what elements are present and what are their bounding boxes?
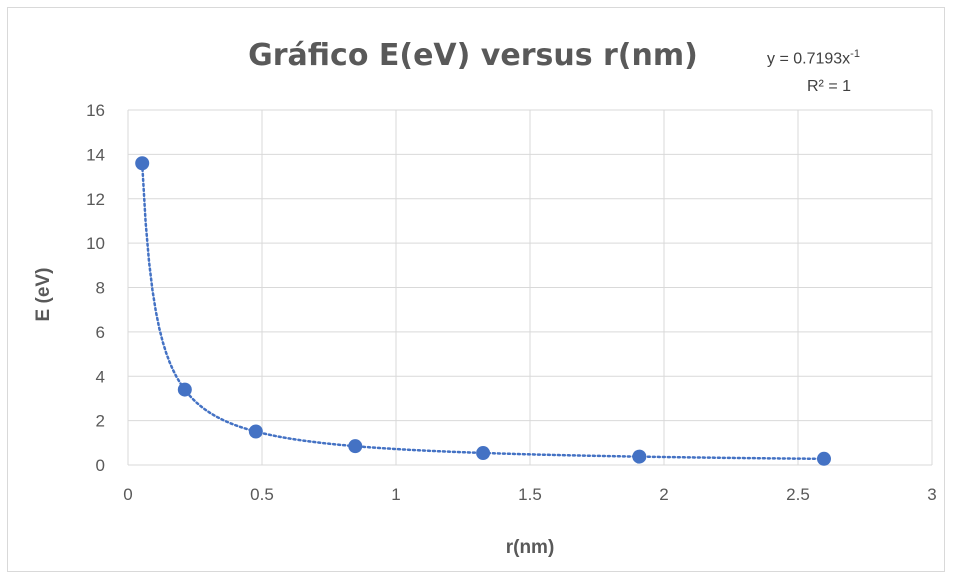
chart-title: Gráfico E(eV) versus r(nm) [0,38,954,73]
y-tick-label: 2 [96,412,105,431]
data-point [348,439,363,454]
chart-area [7,7,945,572]
data-point [476,446,491,461]
y-tick-label: 4 [96,367,105,386]
y-tick-label: 10 [86,234,105,253]
trendline-equation-text: y = 0.7193x [767,50,851,68]
y-tick-label: 0 [96,456,105,475]
x-tick-label: 2.5 [786,485,810,504]
gridlines [127,109,933,466]
x-tick-label: 1.5 [518,485,542,504]
x-tick-label: 0.5 [250,485,274,504]
x-axis-title: r(nm) [506,537,555,558]
y-axis-title: E (eV) [33,268,54,322]
data-point [632,449,647,464]
x-tick-label: 1 [391,485,400,504]
x-tick-label: 3 [927,485,936,504]
y-tick-label: 16 [86,101,105,120]
trendline-equation: y = 0.7193x-1 [767,48,860,68]
trendline-exponent: -1 [850,48,860,60]
y-tick-label: 6 [96,323,105,342]
y-tick-label: 8 [96,279,105,298]
data-point [177,382,192,397]
data-point [816,451,831,466]
data-points [135,156,831,466]
y-tick-label: 12 [86,190,105,209]
trendline-r-squared: R² = 1 [807,78,852,95]
trendline [140,162,826,461]
data-point [135,156,150,171]
x-tick-label: 2 [659,485,668,504]
x-tick-label: 0 [123,485,132,504]
chart-title-text: Gráfico E(eV) versus r(nm) [248,38,698,73]
y-tick-label: 14 [86,145,105,164]
data-point [248,424,263,439]
tick-labels: 0 2 4 6 8 10 12 14 16 0 0.5 1 1.5 2 2.5 3 [86,101,937,504]
